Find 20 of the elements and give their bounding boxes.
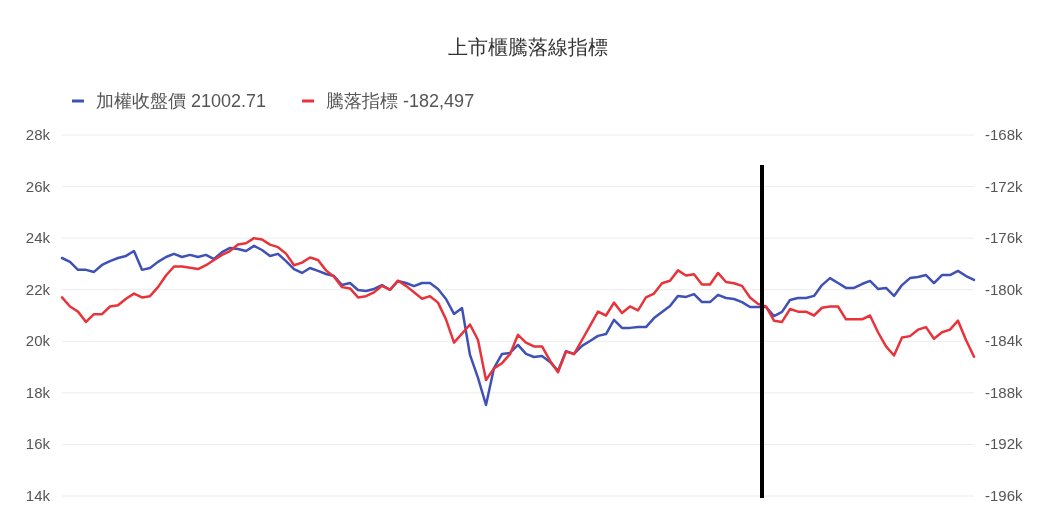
y2-tick-label: -172k — [985, 177, 1024, 195]
y-tick-label: 16k — [25, 435, 51, 453]
y-tick-label: 26k — [25, 177, 51, 195]
legend-label: 加權收盤價 21002.71 — [96, 91, 267, 111]
y2-tick-label: -196k — [985, 487, 1024, 504]
line-series — [60, 236, 976, 382]
y2-tick-label: -168k — [985, 126, 1024, 143]
y-tick-label: 24k — [25, 229, 51, 247]
y-tick-label: 14k — [25, 487, 51, 504]
y2-tick-label: -180k — [985, 280, 1024, 298]
y-tick-label: 22k — [25, 280, 51, 298]
legend-label: 騰落指標 -182,497 — [326, 91, 475, 111]
y2-tick-label: -192k — [985, 435, 1024, 453]
y2-tick-label: -184k — [985, 332, 1024, 350]
y-tick-label: 28k — [25, 126, 51, 143]
y-tick-label: 20k — [25, 332, 51, 350]
y2-tick-label: -188k — [985, 383, 1024, 401]
y-tick-label: 18k — [25, 383, 51, 401]
y2-tick-label: -176k — [985, 229, 1024, 247]
chart-title: 上市櫃騰落線指標 — [447, 36, 608, 58]
